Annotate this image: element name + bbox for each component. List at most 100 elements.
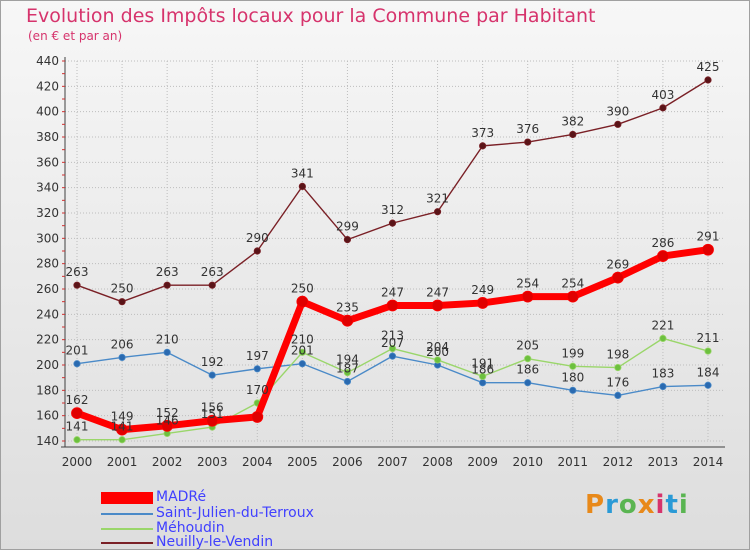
x-tick-label: 2006 [332, 455, 363, 469]
data-point-Méhoudin [118, 436, 126, 444]
data-point-MADRé [657, 250, 669, 262]
data-label: 146 [156, 413, 179, 427]
data-label: 321 [426, 192, 449, 206]
data-label: 152 [156, 406, 179, 420]
data-label: 403 [651, 88, 674, 102]
data-point-Neuilly-le-Vendin [614, 120, 622, 128]
data-point-Saint-Julien-du-Terroux [118, 353, 126, 361]
x-tick-label: 2012 [603, 455, 634, 469]
data-label: 199 [561, 346, 584, 360]
legend-label-saint-julien: Saint-Julien-du-Terroux [156, 505, 314, 521]
data-point-Méhoudin [659, 334, 667, 342]
data-point-MADRé [476, 297, 489, 309]
data-point-Neuilly-le-Vendin [479, 142, 487, 150]
data-point-Méhoudin [569, 362, 577, 370]
data-point-Neuilly-le-Vendin [343, 236, 352, 244]
data-label: 263 [201, 265, 224, 279]
y-tick-label: 200 [36, 358, 59, 372]
legend-swatch-neuilly [101, 542, 153, 544]
x-tick-label: 2008 [422, 455, 453, 469]
x-tick-label: 2003 [197, 455, 228, 469]
logo-letter: t [665, 490, 679, 520]
data-label: 221 [651, 318, 674, 332]
data-label: 341 [291, 166, 314, 180]
y-tick-label: 440 [36, 54, 59, 68]
data-point-Neuilly-le-Vendin [73, 281, 81, 289]
data-label: 149 [111, 410, 134, 424]
data-label: 200 [426, 345, 449, 359]
proxiti-logo: Proxiti [585, 490, 689, 520]
data-label: 286 [651, 236, 674, 250]
data-label: 192 [201, 355, 224, 369]
data-point-MADRé [431, 299, 444, 312]
data-label: 207 [381, 336, 404, 350]
data-label: 156 [201, 401, 224, 415]
data-point-Neuilly-le-Vendin [569, 130, 577, 139]
data-label: 210 [156, 332, 179, 346]
x-tick-label: 2011 [558, 455, 589, 469]
data-point-Neuilly-le-Vendin [388, 219, 397, 227]
logo-letter: x [637, 490, 656, 520]
y-tick-label: 360 [36, 155, 59, 169]
data-label: 141 [66, 420, 89, 434]
data-label: 170 [246, 383, 269, 397]
data-point-MADRé [702, 243, 714, 256]
y-tick-label: 400 [36, 105, 59, 119]
data-label: 249 [471, 283, 494, 297]
data-label: 254 [516, 277, 539, 291]
x-tick-label: 2001 [107, 455, 138, 469]
data-point-Méhoudin [524, 355, 532, 363]
data-label: 194 [336, 353, 359, 367]
x-tick-label: 2004 [242, 455, 273, 469]
data-point-Saint-Julien-du-Terroux [524, 379, 532, 387]
data-point-Saint-Julien-du-Terroux [343, 377, 352, 386]
data-label: 235 [336, 301, 359, 315]
data-point-Méhoudin [433, 356, 442, 364]
legend-label-neuilly: Neuilly-le-Vendin [156, 534, 274, 550]
data-label: 376 [516, 122, 539, 136]
y-tick-label: 340 [36, 181, 59, 195]
data-label: 197 [246, 349, 269, 363]
y-tick-label: 420 [36, 79, 59, 93]
data-point-Neuilly-le-Vendin [704, 76, 712, 84]
data-point-Saint-Julien-du-Terroux [163, 348, 171, 356]
data-label: 205 [516, 339, 539, 353]
data-point-Neuilly-le-Vendin [118, 298, 126, 306]
x-tick-label: 2005 [287, 455, 318, 469]
data-point-Saint-Julien-du-Terroux [659, 382, 667, 391]
data-label: 201 [291, 344, 314, 358]
data-label: 176 [606, 375, 629, 389]
data-label: 373 [471, 126, 494, 140]
data-label: 250 [291, 282, 314, 296]
data-point-Neuilly-le-Vendin [163, 281, 171, 289]
legend-label-mehoudin: Méhoudin [156, 520, 225, 536]
x-tick-label: 2002 [152, 455, 183, 469]
data-point-MADRé [521, 290, 534, 303]
data-label: 201 [66, 344, 89, 358]
y-tick-label: 220 [36, 333, 59, 347]
data-label: 211 [697, 331, 720, 345]
data-point-Neuilly-le-Vendin [253, 247, 261, 255]
y-tick-label: 380 [36, 130, 59, 144]
data-point-MADRé [611, 271, 624, 284]
data-point-Saint-Julien-du-Terroux [569, 386, 577, 394]
data-point-MADRé [206, 414, 219, 427]
data-point-Saint-Julien-du-Terroux [253, 365, 261, 373]
data-point-MADRé [296, 295, 309, 308]
data-point-Neuilly-le-Vendin [433, 208, 442, 216]
data-label: 291 [697, 230, 720, 244]
data-point-MADRé [161, 419, 174, 432]
legend-swatch-mehoudin [101, 528, 153, 530]
logo-letter: i [678, 490, 689, 520]
logo-letter: r [605, 490, 619, 520]
x-tick-label: 2014 [693, 455, 724, 469]
data-point-MADRé [341, 314, 354, 327]
data-point-Saint-Julien-du-Terroux [704, 381, 712, 389]
legend-swatch-madre [101, 492, 153, 504]
data-point-Saint-Julien-du-Terroux [614, 391, 622, 399]
data-label: 191 [471, 356, 494, 370]
data-point-MADRé [566, 290, 579, 303]
x-tick-label: 2007 [377, 455, 408, 469]
data-label: 186 [516, 363, 539, 377]
data-point-Neuilly-le-Vendin [524, 138, 532, 146]
